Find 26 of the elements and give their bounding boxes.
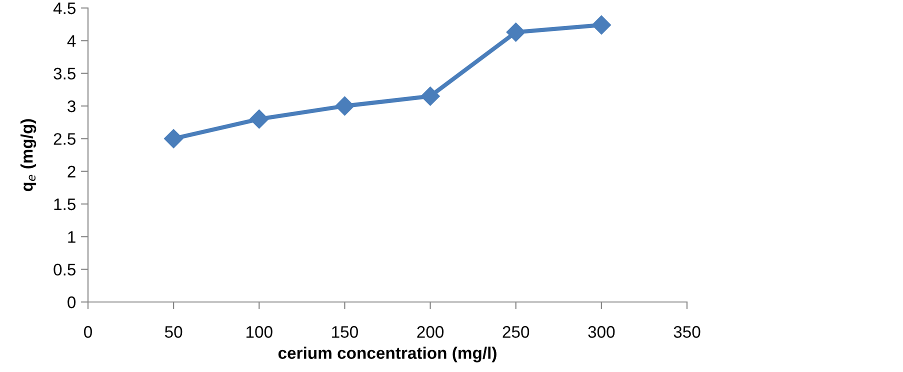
y-tick-label: 0 bbox=[68, 296, 76, 308]
point bbox=[506, 22, 526, 42]
point bbox=[420, 86, 440, 106]
x-tick-label: 0 bbox=[84, 326, 92, 338]
x-tick-label: 100 bbox=[246, 326, 272, 338]
point bbox=[250, 110, 269, 129]
x-axis-title: cerium concentration (mg/l) bbox=[278, 346, 496, 362]
x-tick-label: 250 bbox=[502, 326, 530, 338]
y-tick-label: 4.5 bbox=[53, 2, 76, 14]
point bbox=[335, 96, 354, 116]
x-tick-label: 200 bbox=[417, 326, 444, 338]
x-tick-label: 50 bbox=[164, 326, 182, 338]
y-tick-label: 4 bbox=[67, 35, 76, 47]
y-tick-label: 3.5 bbox=[54, 68, 76, 80]
y-tick-label: 1.5 bbox=[54, 198, 76, 210]
y-tick-label: 2 bbox=[68, 166, 76, 178]
y-tick-label: 1 bbox=[68, 231, 76, 243]
x-tick-label: 350 bbox=[674, 326, 700, 338]
y-tick-label: 0.5 bbox=[54, 264, 76, 276]
x-tick-label: 150 bbox=[332, 326, 358, 338]
point bbox=[592, 15, 611, 35]
y-axis-title: q$_{e}$ (mg/g) bbox=[20, 119, 36, 192]
point bbox=[164, 129, 184, 148]
y-tick-label: 2.5 bbox=[54, 133, 76, 145]
y-tick-label: 3 bbox=[68, 100, 76, 112]
x-tick-label: 300 bbox=[588, 326, 615, 338]
